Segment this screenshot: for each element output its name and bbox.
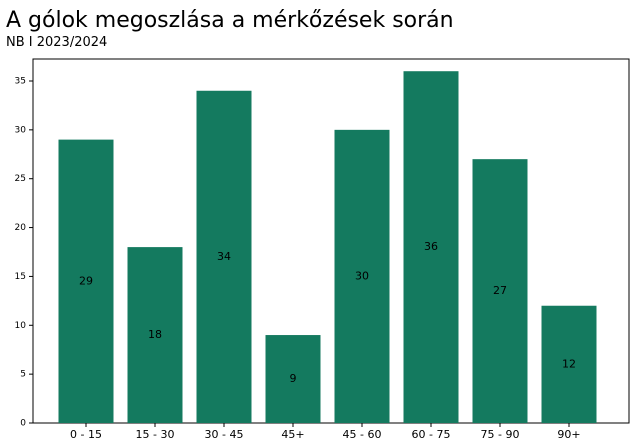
y-tick-label: 30 [15, 125, 27, 135]
y-tick-label: 5 [20, 370, 26, 380]
x-tick-label: 0 - 15 [70, 428, 102, 441]
x-tick-label: 45+ [281, 428, 304, 441]
bar [334, 129, 390, 423]
x-tick-label: 30 - 45 [205, 428, 244, 441]
x-tick-label: 60 - 75 [412, 428, 451, 441]
x-tick-label: 75 - 90 [481, 428, 520, 441]
bar [541, 305, 597, 423]
bar [196, 90, 252, 423]
bar [472, 159, 528, 423]
y-tick-label: 25 [15, 174, 26, 184]
data-label: 18 [148, 328, 162, 341]
chart-subtitle: NB I 2023/2024 [6, 35, 107, 50]
y-tick-label: 20 [15, 223, 27, 233]
data-label: 34 [217, 250, 231, 263]
data-label: 27 [493, 284, 507, 297]
x-tick-label: 45 - 60 [343, 428, 382, 441]
data-label: 12 [562, 357, 576, 370]
data-label: 36 [424, 240, 438, 253]
data-label: 29 [79, 274, 93, 287]
x-tick-label: 90+ [557, 428, 580, 441]
chart-title: A gólok megoszlása a mérkőzések során [6, 8, 454, 33]
y-tick-label: 0 [20, 419, 26, 429]
data-label: 9 [290, 372, 297, 385]
y-tick-label: 10 [15, 321, 27, 331]
plot-frame [32, 58, 630, 424]
x-tick-label: 15 - 30 [136, 428, 175, 441]
bar [58, 139, 114, 424]
data-label: 30 [355, 269, 369, 282]
bar [403, 71, 459, 423]
bar [127, 247, 183, 423]
y-tick-label: 15 [15, 272, 26, 282]
bar [265, 335, 321, 423]
y-tick-label: 35 [15, 76, 26, 86]
